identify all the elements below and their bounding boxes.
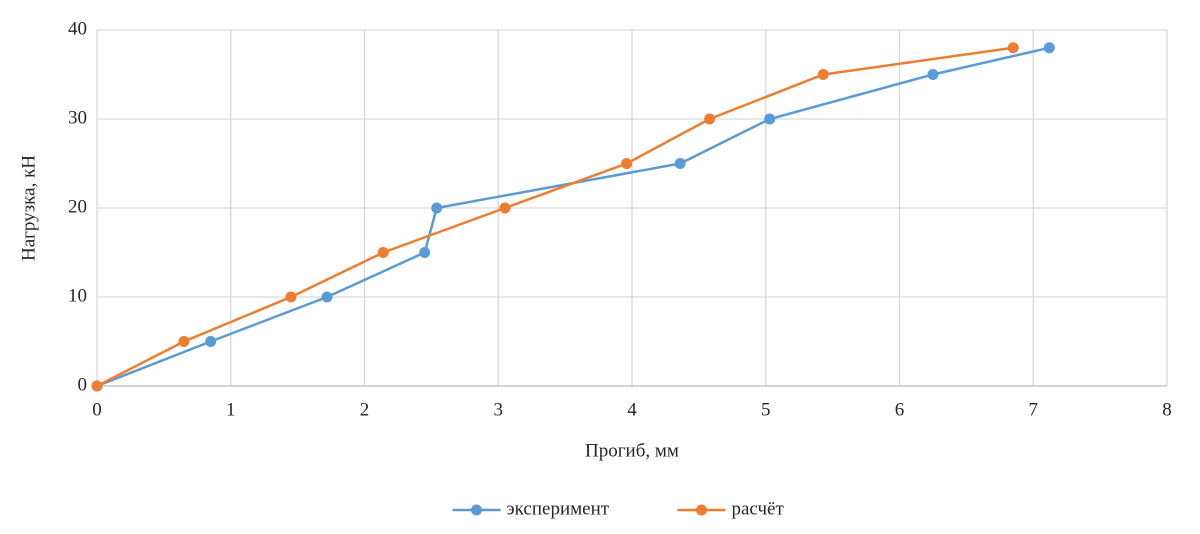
data-point xyxy=(377,247,389,258)
data-point xyxy=(817,69,829,80)
data-point xyxy=(927,69,939,80)
series-line xyxy=(96,46,1014,388)
data-point xyxy=(499,202,511,214)
data-point xyxy=(285,291,297,303)
data-point xyxy=(1007,42,1019,54)
x-tick-label: 8 xyxy=(1162,399,1172,420)
data-point xyxy=(431,202,443,214)
data-point xyxy=(621,158,633,169)
x-tick-label: 1 xyxy=(226,399,236,420)
y-tick-label: 10 xyxy=(68,285,87,306)
data-point xyxy=(764,113,776,125)
legend-marker xyxy=(696,504,707,516)
x-tick-label: 2 xyxy=(360,399,370,420)
data-point xyxy=(704,113,716,125)
data-point xyxy=(674,158,686,169)
data-point xyxy=(91,380,103,392)
y-tick-label: 20 xyxy=(68,196,87,217)
legend-marker xyxy=(471,504,482,516)
y-tick-label: 0 xyxy=(78,374,88,395)
x-tick-label: 5 xyxy=(761,399,771,420)
legend-label: расчёт xyxy=(732,498,785,519)
series-line xyxy=(96,46,1050,388)
data-point xyxy=(205,336,217,347)
x-tick-label: 0 xyxy=(92,399,102,420)
x-tick-label: 4 xyxy=(627,399,637,420)
data-point xyxy=(419,247,431,258)
y-tick-label: 40 xyxy=(68,18,87,39)
data-point xyxy=(1043,42,1055,54)
data-point xyxy=(321,291,333,303)
x-tick-label: 6 xyxy=(895,399,905,420)
y-tick-label: 30 xyxy=(68,107,87,128)
x-axis-label: Прогиб, мм xyxy=(585,440,679,461)
data-point xyxy=(178,336,190,347)
legend-label: эксперимент xyxy=(507,498,610,519)
x-tick-label: 7 xyxy=(1029,399,1039,420)
x-tick-label: 3 xyxy=(494,399,504,420)
y-axis-label: Нагрузка, кН xyxy=(18,155,39,261)
